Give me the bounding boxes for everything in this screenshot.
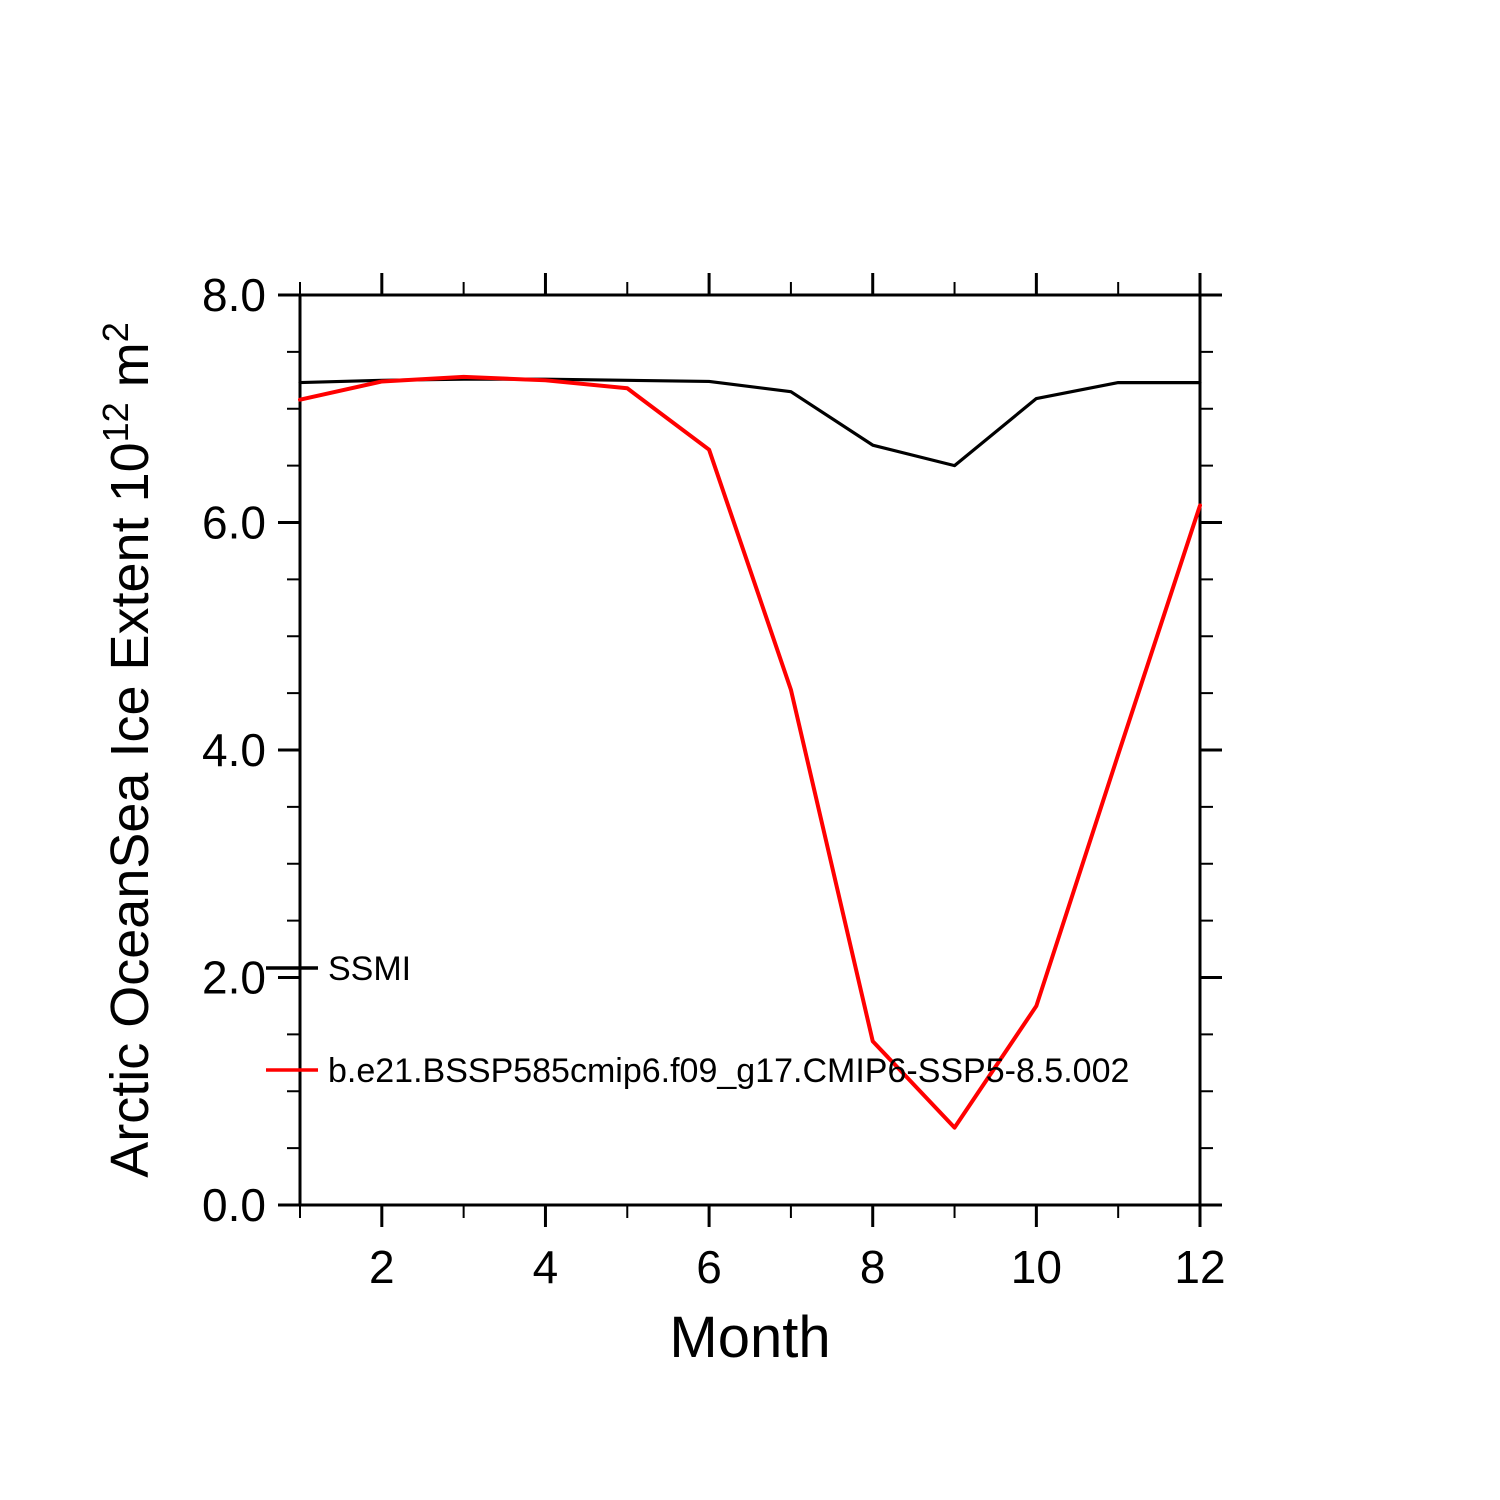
x-tick-label: 6	[696, 1241, 722, 1293]
y-tick-label: 4.0	[202, 724, 266, 776]
y-axis-title: Arctic OceanSea Ice Extent 1012 m2	[95, 322, 160, 1177]
legend-label-model: b.e21.BSSP585cmip6.f09_g17.CMIP6-SSP5-8.…	[328, 1052, 1129, 1090]
y-tick-label: 6.0	[202, 497, 266, 549]
y-tick-label: 0.0	[202, 1179, 266, 1231]
x-tick-label: 2	[369, 1241, 395, 1293]
x-tick-label: 8	[860, 1241, 886, 1293]
series-line-model	[298, 374, 1202, 1130]
x-axis-title: Month	[669, 1305, 830, 1370]
x-tick-label: 4	[533, 1241, 559, 1293]
y-tick-label: 2.0	[202, 952, 266, 1004]
x-tick-label: 10	[1011, 1241, 1062, 1293]
legend-label-ssmi: SSMI	[328, 950, 411, 988]
series-line-ssmi	[298, 377, 1202, 468]
y-tick-label: 8.0	[202, 269, 266, 321]
x-tick-label: 12	[1174, 1241, 1225, 1293]
